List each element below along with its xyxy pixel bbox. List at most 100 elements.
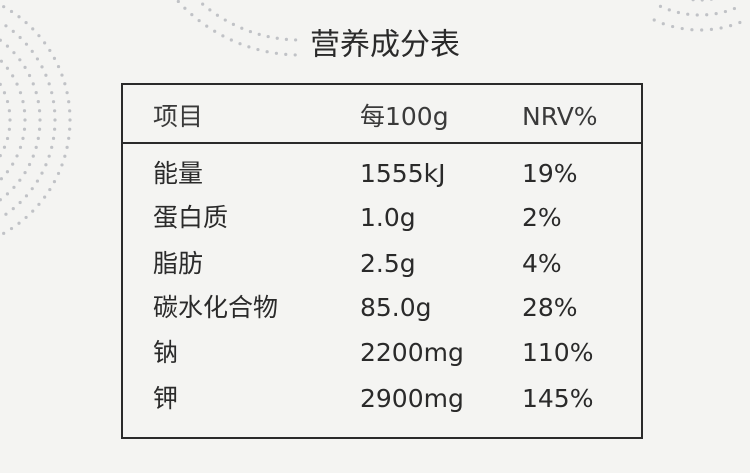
decor-dot <box>63 154 67 158</box>
decor-dot <box>68 127 72 131</box>
decor-dot <box>705 13 709 17</box>
decor-dot <box>23 118 27 122</box>
decor-dot <box>201 2 205 6</box>
decor-dot <box>0 177 3 181</box>
decor-dot <box>223 18 227 22</box>
decor-dot <box>31 209 35 213</box>
decor-dot <box>5 170 10 174</box>
table-cell: 2200mg <box>360 338 464 367</box>
decor-dot <box>11 29 15 33</box>
decor-dot <box>67 136 71 140</box>
decor-dot <box>24 20 28 25</box>
decor-dot <box>700 0 704 2</box>
decor-dot <box>7 109 11 113</box>
table-border <box>121 83 643 439</box>
decor-dot <box>37 109 42 113</box>
table-cell: 碳水化合物 <box>153 293 278 322</box>
decor-dot <box>265 50 269 54</box>
decor-dot <box>2 145 7 149</box>
decor-dot <box>53 118 57 122</box>
decor-dot <box>0 38 2 42</box>
decor-dot <box>661 22 665 26</box>
decor-dot <box>2 5 6 9</box>
table-cell: 110% <box>522 338 593 367</box>
decor-dot <box>738 20 742 25</box>
decor-dot <box>690 28 694 32</box>
decor-dot <box>294 38 298 42</box>
decor-dot <box>21 136 25 140</box>
table-cell: 钠 <box>153 338 178 367</box>
table-cell: 1555kJ <box>360 159 445 188</box>
table-cell: 脂肪 <box>153 249 203 278</box>
decor-dot <box>293 53 297 57</box>
decor-dot <box>0 198 2 202</box>
decor-dot <box>719 26 723 30</box>
decor-dot <box>176 0 180 4</box>
decor-dot <box>9 226 14 231</box>
decor-dot <box>248 29 253 34</box>
decor-dot <box>5 44 10 48</box>
decor-dot <box>221 34 225 38</box>
decor-dot <box>0 82 2 87</box>
decor-dot <box>680 26 684 31</box>
table-cell: 2.5g <box>360 249 416 278</box>
decor-dot <box>67 100 71 104</box>
decor-dot <box>676 10 681 15</box>
decor-dot <box>56 64 61 69</box>
decor-dot <box>56 171 61 176</box>
decor-dot <box>27 73 32 78</box>
decor-dot <box>215 13 220 17</box>
decor-dot <box>0 153 2 158</box>
decor-dot <box>257 32 261 36</box>
decor-dot <box>231 22 236 27</box>
decor-dot <box>2 91 7 95</box>
decor-dot <box>0 59 3 63</box>
decor-dot <box>190 12 194 17</box>
decor-dot <box>35 57 40 61</box>
decor-dot <box>68 109 72 113</box>
decor-dot <box>7 127 11 131</box>
decor-dot <box>714 12 718 16</box>
decor-dot <box>5 192 10 196</box>
decor-dot <box>247 45 251 49</box>
decor-dot <box>51 100 56 104</box>
decor-dot <box>4 24 8 28</box>
decor-dot <box>63 82 67 86</box>
header-cell: 每100g <box>360 102 449 131</box>
decor-dot <box>35 179 40 183</box>
decor-dot <box>43 41 47 45</box>
decor-dot <box>43 195 47 199</box>
decor-dot <box>700 28 704 32</box>
decor-dot <box>12 51 16 55</box>
decor-dot <box>5 99 10 104</box>
decor-dot <box>18 58 22 62</box>
decor-dot <box>667 8 671 12</box>
decor-dot <box>31 154 35 158</box>
table-cell: 1.0g <box>360 203 416 232</box>
table-cell: 145% <box>522 384 593 413</box>
table-cell: 钾 <box>153 384 178 413</box>
table-cell: 能量 <box>153 159 203 188</box>
decor-dot <box>671 24 675 29</box>
table-cell: 19% <box>522 159 578 188</box>
decor-dot <box>44 73 48 77</box>
table-cell: 28% <box>522 293 578 322</box>
decor-dot <box>709 0 713 1</box>
decor-dot <box>37 202 41 206</box>
decor-dot <box>22 109 27 113</box>
decor-dot <box>22 127 27 131</box>
decor-dot <box>18 35 22 40</box>
decor-dot <box>24 194 29 198</box>
decor-dot <box>18 145 23 149</box>
decor-dot <box>36 136 40 140</box>
decor-dot <box>732 6 737 11</box>
decor-dot <box>652 18 656 22</box>
decor-dot <box>48 48 52 53</box>
decor-dot <box>53 127 57 131</box>
decor-dot <box>48 187 52 192</box>
decor-dot <box>4 212 8 216</box>
decor-dot <box>50 145 54 149</box>
decor-dot <box>37 127 42 131</box>
decor-dot <box>52 56 57 60</box>
